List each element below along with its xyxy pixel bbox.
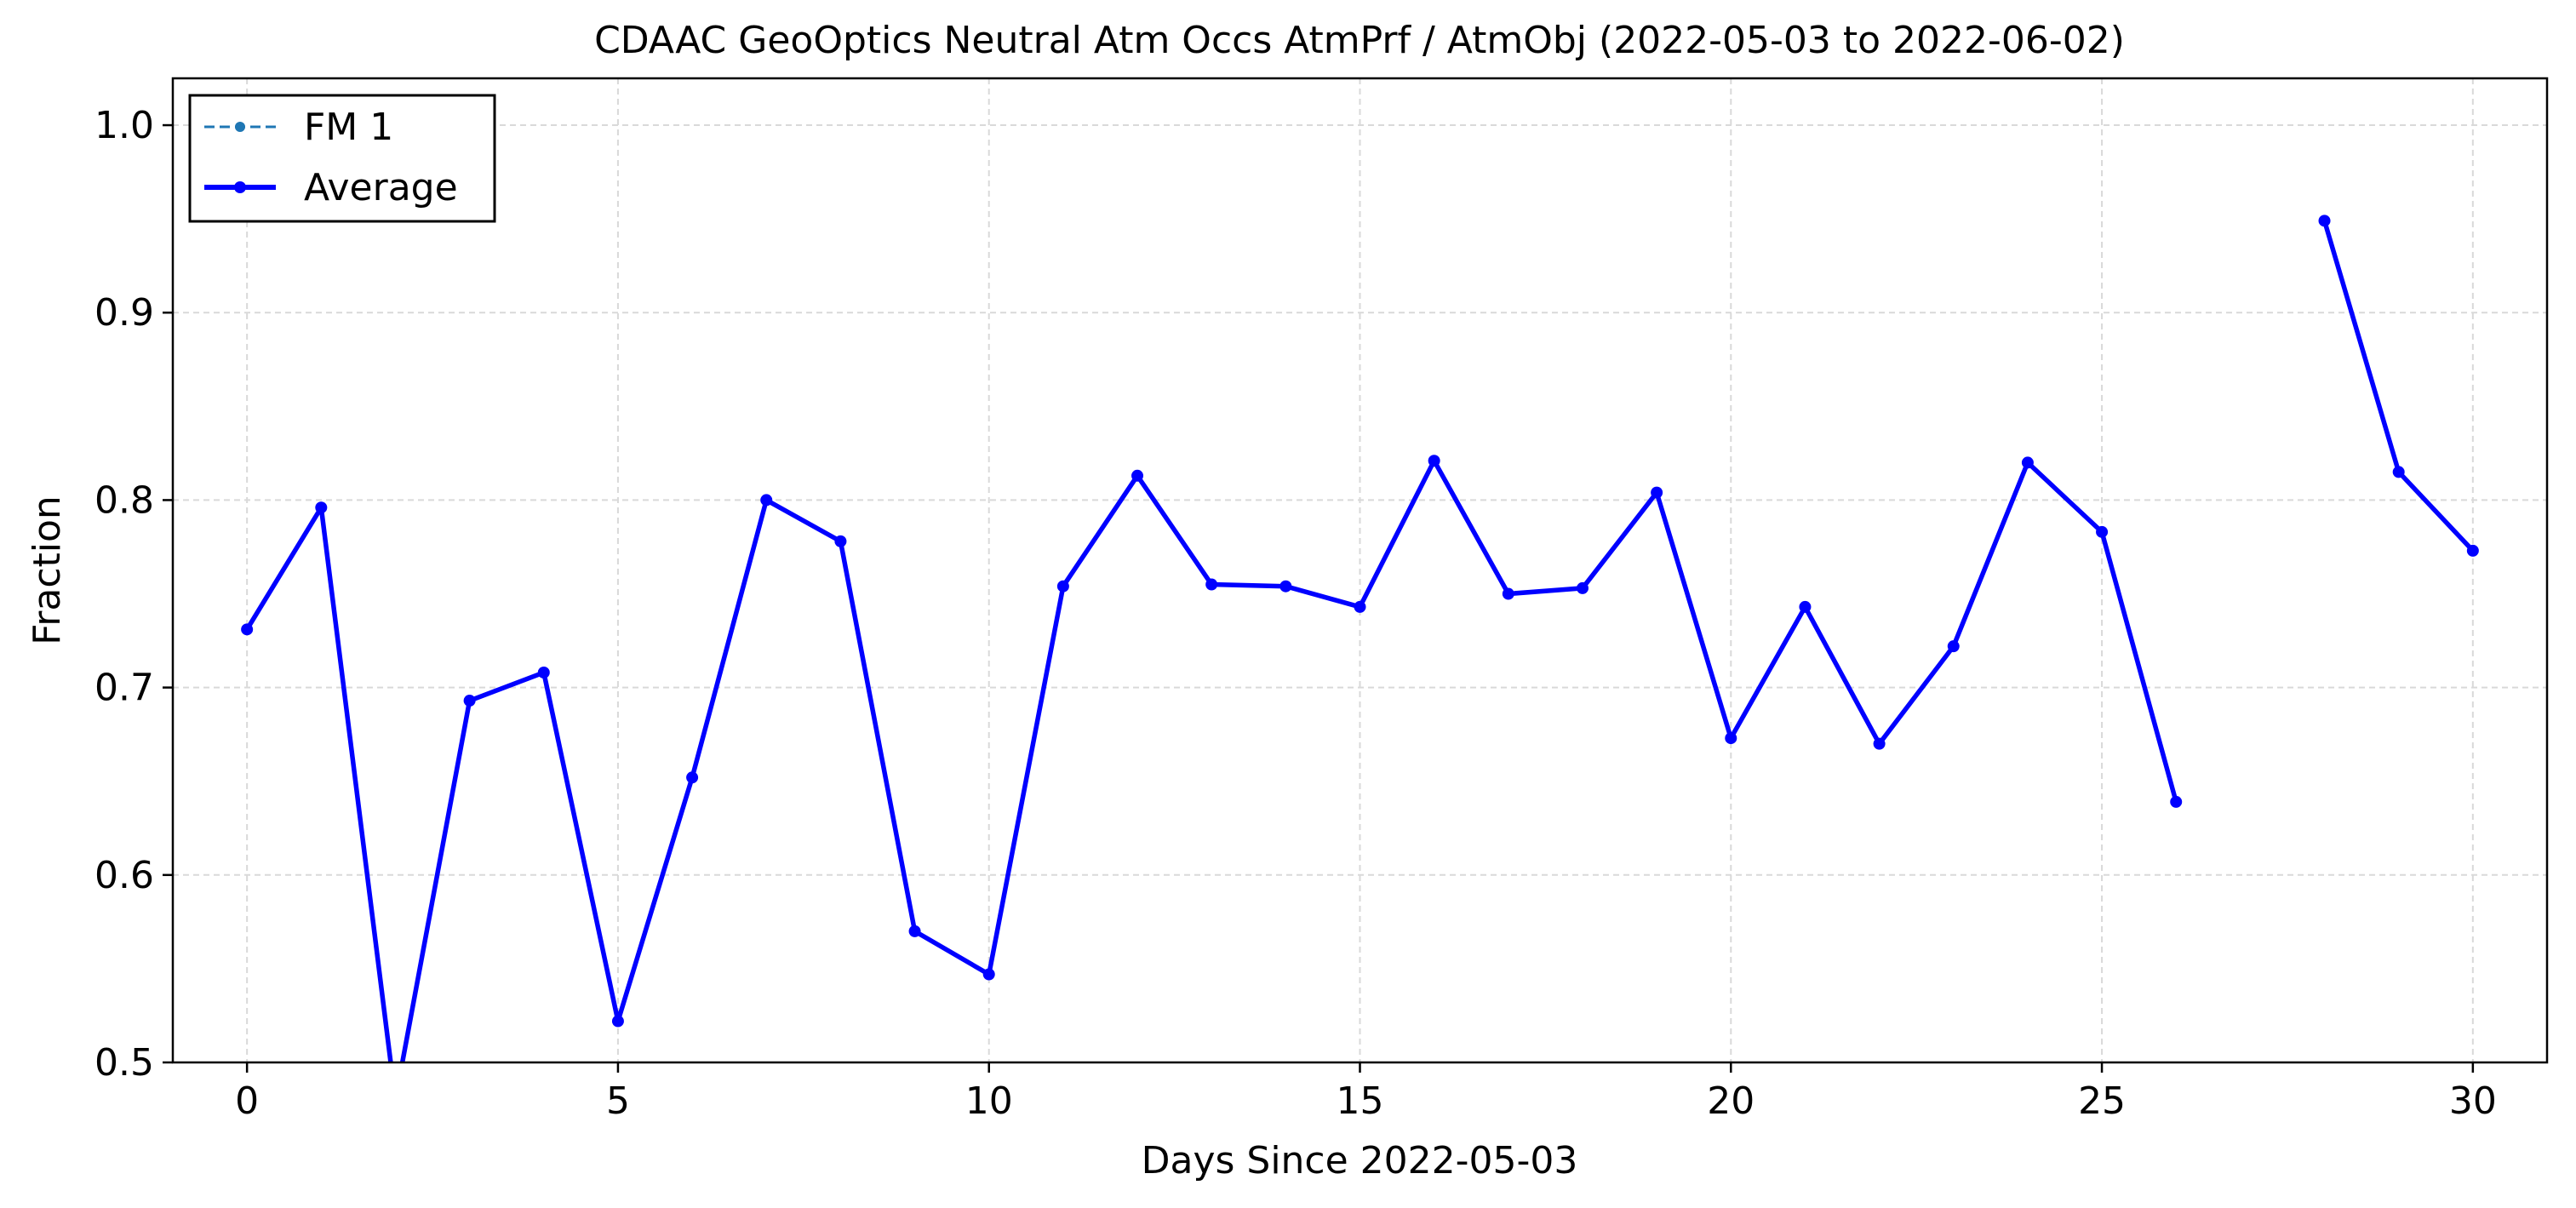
data-point-average: [537, 667, 550, 679]
series-markers: [241, 215, 2479, 1028]
y-tick-label: 0.6: [94, 854, 154, 897]
data-point-average: [1873, 737, 1886, 750]
y-tick-label: 1.0: [94, 104, 154, 147]
legend-fm1-marker: [235, 122, 245, 132]
data-point-average: [2096, 525, 2109, 538]
x-tick-label: 0: [235, 1079, 259, 1123]
y-axis-label: Fraction: [26, 495, 69, 645]
data-point-average: [834, 535, 847, 547]
x-tick-label: 25: [2078, 1079, 2126, 1123]
y-tick-label: 0.7: [94, 667, 154, 710]
data-point-average: [1651, 486, 1663, 499]
legend-label-fm1: FM 1: [304, 106, 393, 149]
y-axis-ticks: 0.5 0.6 0.7 0.8 0.9 1.0: [94, 104, 173, 1085]
y-tick-label: 0.9: [94, 291, 154, 335]
data-point-average: [1428, 455, 1440, 467]
legend-average-marker: [234, 181, 246, 193]
data-point-average: [1354, 600, 1366, 613]
data-point-average: [908, 925, 921, 937]
data-point-average: [1725, 732, 1737, 745]
data-point-average: [1502, 587, 1514, 600]
data-point-average: [1576, 581, 1589, 594]
data-point-average: [1056, 580, 1069, 593]
x-tick-label: 15: [1337, 1079, 1384, 1123]
y-tick-label: 0.8: [94, 478, 154, 522]
data-point-average: [2392, 466, 2405, 478]
data-point-average: [611, 1015, 624, 1028]
data-point-average: [1799, 600, 1812, 613]
data-point-average: [2466, 544, 2479, 557]
x-tick-label: 5: [606, 1079, 630, 1123]
data-point-average: [2170, 795, 2183, 808]
legend: FM 1 Average: [188, 94, 496, 223]
data-point-average: [315, 501, 328, 514]
data-point-average: [241, 623, 254, 636]
x-tick-label: 10: [965, 1079, 1013, 1123]
x-tick-label: 30: [2449, 1079, 2497, 1123]
data-point-average: [982, 968, 995, 981]
legend-label-average: Average: [304, 166, 458, 209]
x-tick-label: 20: [1707, 1079, 1755, 1123]
legend-box: [188, 94, 496, 223]
data-point-average: [1947, 640, 1960, 653]
data-point-average: [760, 494, 773, 507]
data-point-average: [1279, 580, 1292, 593]
data-point-average: [1131, 469, 1144, 482]
y-tick-label: 0.5: [94, 1041, 154, 1085]
chart-title: CDAAC GeoOptics Neutral Atm Occs AtmPrf …: [594, 19, 2125, 62]
data-point-average: [1205, 578, 1218, 591]
x-axis-label: Days Since 2022-05-03: [1142, 1139, 1578, 1182]
data-point-average: [463, 695, 476, 707]
data-point-average: [2318, 215, 2331, 227]
data-point-average: [2021, 456, 2034, 469]
x-axis-ticks: 0 5 10 15 20 25 30: [235, 1062, 2497, 1123]
data-point-average: [686, 771, 699, 784]
